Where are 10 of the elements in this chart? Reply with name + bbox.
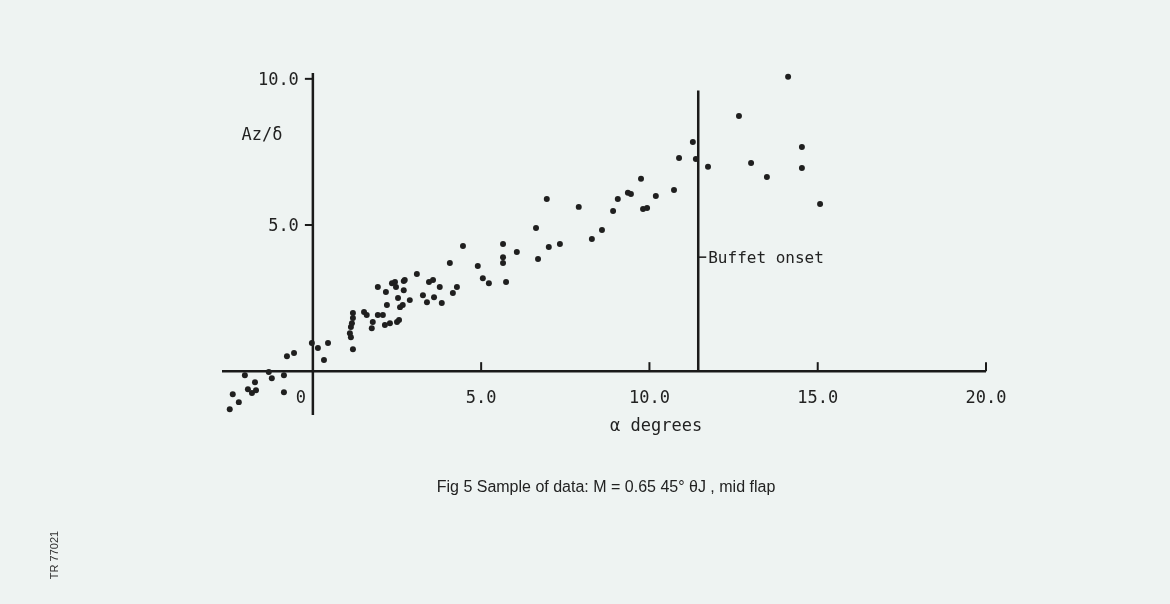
x-tick-label: 15.0 xyxy=(797,387,839,408)
x-tick-label: 0 xyxy=(295,387,306,408)
x-tick-label: 20.0 xyxy=(965,387,1007,408)
y-axis-title: Az/δ xyxy=(241,124,283,145)
x-tick-label: 5.0 xyxy=(465,387,497,408)
x-tick-label: 10.0 xyxy=(628,387,670,408)
caption: Fig 5 Sample of data: M = 0.65 45° θJ , mid flap xyxy=(436,478,776,495)
ref-line-label: Buffet onset xyxy=(708,248,824,268)
x-axis-title: α degrees xyxy=(610,415,703,436)
text: TR 77021 xyxy=(48,530,60,580)
